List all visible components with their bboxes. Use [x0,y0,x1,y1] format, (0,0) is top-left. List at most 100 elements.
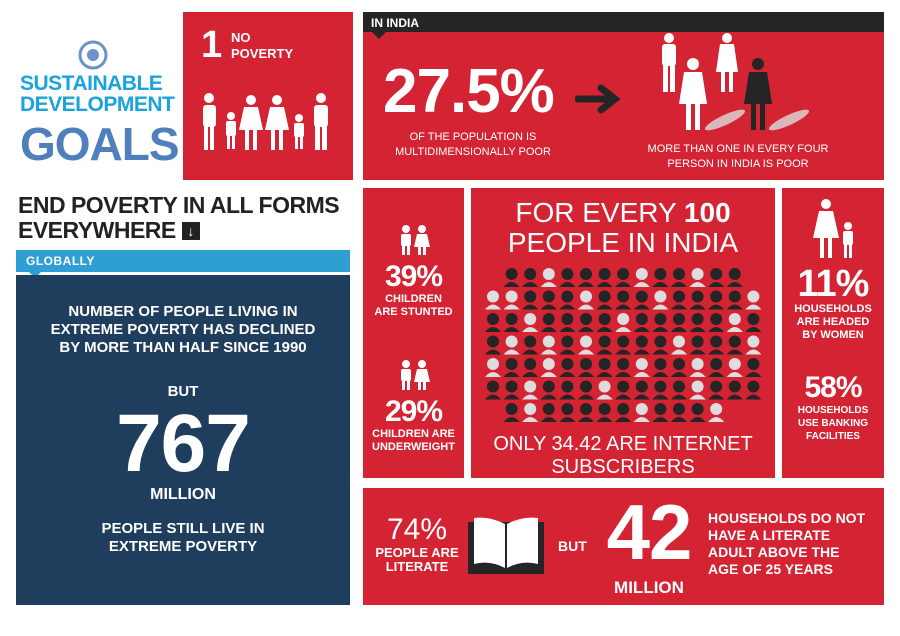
person-icon [708,403,725,422]
person-icon [503,380,520,400]
banking-label-3: FACILITIES [806,431,860,442]
goal-1-tile: 1 NO POVERTY [183,12,353,180]
person-icon [503,290,520,310]
person-icon [540,313,557,332]
person-icon [652,268,669,287]
caption-line2: SUBSCRIBERS [551,456,695,478]
person-icon [578,358,594,377]
person-icon [671,335,687,355]
person-icon [540,268,557,287]
person-icon [522,380,539,400]
person-icon [615,290,632,310]
women-label-3: BY WOMEN [802,329,864,341]
person-icon [745,290,762,310]
india-percent-caption: OF THE POPULATION IS MULTIDIMENSIONALLY … [383,130,563,160]
literacy-label-2: LITERATE [385,559,449,574]
global-number: 767 [116,398,251,489]
logo-line1: SUSTAINABLE [20,72,163,95]
person-icon [578,290,594,310]
person-icon [540,358,557,377]
person-icon [633,268,650,287]
india-label: IN INDIA [363,12,884,32]
person-icon [745,358,762,377]
women-percent: 11% [797,263,870,305]
person-icon [633,290,650,310]
caption-line1: ONLY 34.42 ARE INTERNET [493,433,753,455]
person-icon [652,290,669,310]
banking-label-2: USE BANKING [797,418,868,429]
book-icon [468,517,544,574]
global-but: BUT [167,383,199,400]
global-text-2: EXTREME POVERTY HAS DECLINED [50,321,316,338]
person-icon [726,358,743,377]
goal-name: NO POVERTY [231,30,293,62]
stunted-label-2: ARE STUNTED [374,306,453,318]
person-icon [522,268,539,287]
caption-1: OF THE POPULATION IS [409,131,537,143]
person-icon [633,335,650,355]
person-icon [596,290,613,310]
person-icon [708,268,725,287]
globally-label: GLOBALLY [16,250,350,272]
page-headline: END POVERTY IN ALL FORMS EVERYWHERE ↓ [18,192,340,243]
person-icon [652,335,669,355]
person-icon [540,290,557,310]
person-icon [689,268,706,287]
person-icon [485,313,501,332]
person-icon [633,380,650,400]
children-icon [400,360,430,390]
literacy-text: HOUSEHOLDS DO NOT HAVE A LITERATE ADULT … [708,510,865,578]
pointer-icon [372,32,386,39]
literacy-percent: 74% [386,513,448,546]
children-panel: 39% CHILDREN ARE STUNTED 29% CHILDREN ARE… [363,188,464,478]
literacy-label: PEOPLE ARE LITERATE [369,546,465,574]
person-icon [503,403,520,422]
person-icon [503,358,520,377]
person-icon [689,380,706,400]
person-icon [615,403,632,422]
person-icon [503,313,520,332]
person-icon [596,380,613,400]
caption-3: MORE THAN ONE IN EVERY FOUR [647,143,829,155]
people-poverty-icon [662,33,810,131]
person-icon [596,335,613,355]
arrow-right-icon [575,84,621,114]
arrow-down-icon: ↓ [181,222,200,240]
person-icon [671,403,687,422]
person-icon [485,335,501,355]
person-icon [522,290,539,310]
heading-b: 100 [683,197,731,228]
person-icon [652,380,669,400]
person-icon [708,290,725,310]
children-icon [400,225,430,255]
person-icon [578,335,594,355]
global-tail-1: PEOPLE STILL LIVE IN [101,520,265,537]
logo-line2: DEVELOPMENT [20,93,175,116]
india-panel: 27.5% OF THE POPULATION IS MULTIDIMENSIO… [363,32,884,180]
person-icon [689,290,706,310]
person-icon [485,380,501,400]
literacy-unit: MILLION [614,578,684,597]
person-icon [503,268,520,287]
person-icon [578,313,594,332]
person-icon [745,335,762,355]
person-icon [745,313,762,332]
person-icon [559,313,576,332]
women-label: HOUSEHOLDS ARE HEADED BY WOMEN [782,303,884,342]
caption-2: MULTIDIMENSIONALLY POOR [395,146,551,158]
person-icon [522,403,539,422]
person-icon [671,290,687,310]
person-icon [633,403,650,422]
headline-line1: END POVERTY IN ALL FORMS [18,192,340,218]
person-icon [540,403,557,422]
person-icon [652,313,669,332]
person-icon [485,290,501,310]
global-tail: PEOPLE STILL LIVE IN EXTREME POVERTY [16,520,350,556]
person-icon [615,313,632,332]
india-percent: 27.5% [383,57,555,126]
person-icon [708,335,725,355]
households-panel: 11% HOUSEHOLDS ARE HEADED BY WOMEN 58% HOU… [782,188,884,478]
person-icon [578,403,594,422]
stunted-label-1: CHILDREN [385,293,442,305]
literacy-text-4: AGE OF 25 YEARS [708,561,834,577]
